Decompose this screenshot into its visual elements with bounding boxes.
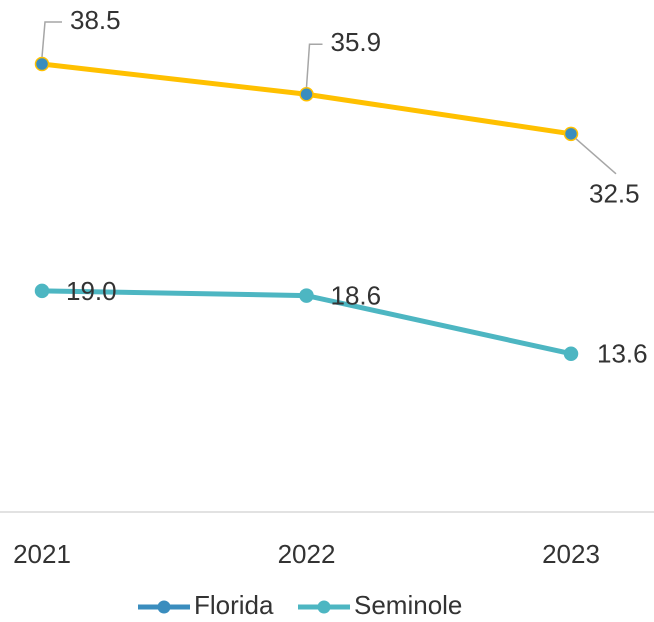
legend-marker xyxy=(157,600,171,614)
x-tick-label: 2022 xyxy=(278,539,336,569)
data-label: 35.9 xyxy=(331,27,382,57)
legend-label: Seminole xyxy=(354,590,462,620)
marker xyxy=(299,288,314,303)
data-label: 19.0 xyxy=(66,276,117,306)
marker xyxy=(34,283,50,299)
data-label: 38.5 xyxy=(70,5,121,35)
legend-label: Florida xyxy=(194,590,274,620)
leader-line xyxy=(41,21,62,58)
marker xyxy=(34,56,50,72)
marker xyxy=(563,126,579,142)
legend-marker xyxy=(317,600,331,614)
leader-line xyxy=(305,43,323,88)
data-label: 32.5 xyxy=(589,179,640,209)
x-tick-label: 2021 xyxy=(13,539,71,569)
data-label: 18.6 xyxy=(331,280,382,310)
x-tick-label: 2023 xyxy=(542,539,600,569)
marker xyxy=(563,346,579,361)
leader-line xyxy=(575,138,617,175)
marker xyxy=(299,87,314,102)
data-label: 13.6 xyxy=(597,339,648,369)
